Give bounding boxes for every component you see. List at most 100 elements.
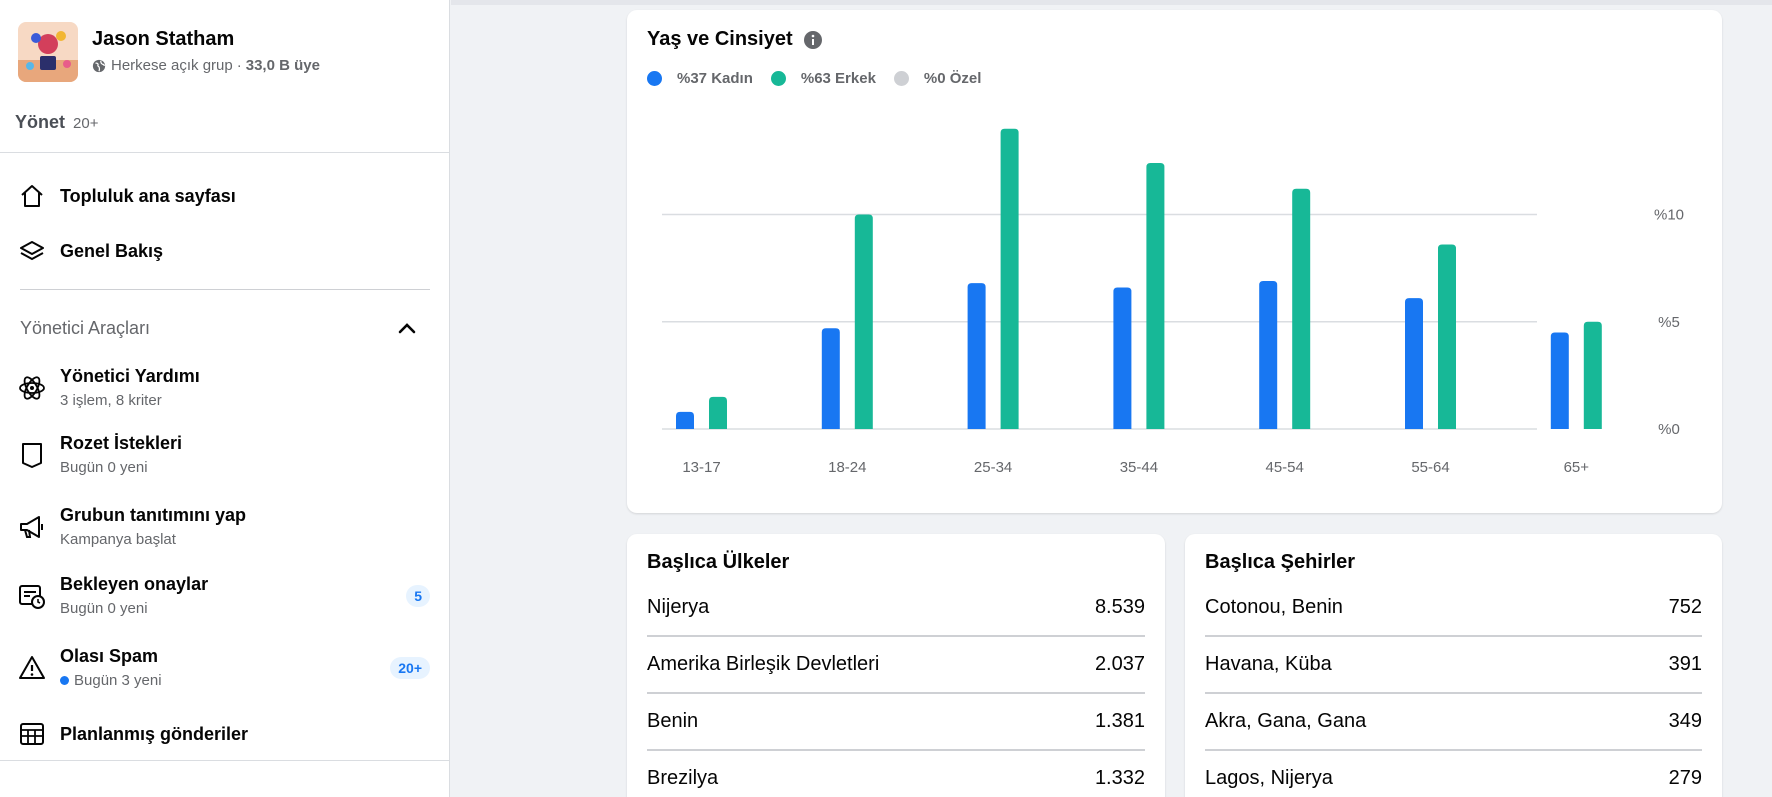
bar-kadın-35-44[interactable]	[1113, 287, 1132, 429]
group-avatar[interactable]	[18, 22, 78, 82]
admin-assist-label: Yönetici Yardımı	[60, 366, 200, 386]
nav-community-home-label: Topluluk ana sayfası	[60, 185, 236, 206]
top-countries-list: Nijerya 8.539 Amerika Birleşik Devletler…	[647, 580, 1145, 797]
list-item: Amerika Birleşik Devletleri 2.037	[647, 637, 1145, 694]
pending-clock-icon	[18, 582, 46, 610]
list-item: Havana, Küba 391	[1205, 637, 1702, 694]
city-value: 279	[1668, 767, 1702, 789]
x-tick-label: 13-17	[682, 459, 720, 476]
top-countries-card: Başlıca Ülkeler Nijerya 8.539 Amerika Bi…	[627, 534, 1165, 797]
bar-erkek-25-34[interactable]	[1000, 128, 1019, 430]
list-item: Akra, Gana, Gana 349	[1205, 694, 1702, 751]
member-count: 33,0 B üye	[245, 57, 320, 74]
x-tick-label: 35-44	[1120, 459, 1158, 476]
divider	[20, 289, 430, 290]
pending-approvals-label: Bekleyen onaylar	[60, 574, 209, 594]
spam-count-badge: 20+	[390, 656, 430, 679]
x-tick-label: 55-64	[1411, 459, 1449, 476]
nav-overview[interactable]: Genel Bakış	[18, 237, 430, 265]
legend-dot	[893, 71, 909, 86]
list-item: Brezilya 1.332	[647, 751, 1145, 797]
pending-approvals-item[interactable]: Bekleyen onaylar Bugün 0 yeni 5	[18, 574, 430, 617]
nav-community-home[interactable]: Topluluk ana sayfası	[18, 182, 430, 210]
manage-header: Yönet 20+	[0, 82, 449, 133]
top-cities-list: Cotonou, Benin 752 Havana, Küba 391 Akra…	[1205, 580, 1702, 797]
bar-erkek-55-64[interactable]	[1438, 244, 1456, 429]
pending-count-badge: 5	[406, 584, 430, 607]
bar-erkek-13-17[interactable]	[709, 396, 727, 429]
promote-group-label: Grubun tanıtımını yap	[60, 505, 247, 525]
info-separator: ·	[236, 57, 242, 74]
megaphone-icon	[18, 513, 46, 541]
pending-approvals-sub: Bugün 0 yeni	[60, 600, 148, 617]
sidebar-footer	[0, 760, 449, 797]
scheduled-posts-label: Planlanmış gönderiler	[60, 723, 249, 744]
x-tick-label: 65+	[1564, 459, 1590, 476]
bar-erkek-45-54[interactable]	[1292, 188, 1311, 429]
city-name: Havana, Küba	[1205, 653, 1332, 675]
top-cities-title: Başlıca Şehirler	[1205, 551, 1356, 573]
legend-male-label: %63 Erkek	[800, 70, 876, 87]
possible-spam-label: Olası Spam	[60, 646, 159, 666]
possible-spam-sub: Bugün 3 yeni	[60, 672, 162, 689]
group-header[interactable]: Jason Statham Herkese açık grup · 33,0 B…	[0, 0, 449, 82]
group-name[interactable]: Jason Statham	[92, 28, 235, 50]
bar-erkek-65+[interactable]	[1583, 321, 1602, 429]
bar-kadın-65+[interactable]	[1550, 332, 1569, 429]
chart-legend: %37 Kadın %63 Erkek %0 Özel	[647, 70, 999, 87]
country-value: 1.381	[1094, 710, 1145, 732]
bar-erkek-18-24[interactable]	[854, 214, 873, 429]
y-tick-label: %0	[1658, 421, 1680, 438]
scheduled-posts-item[interactable]: Planlanmış gönderiler	[18, 720, 430, 748]
bar-erkek-35-44[interactable]	[1146, 163, 1165, 429]
badge-requests-item[interactable]: Rozet İstekleri Bugün 0 yeni	[18, 433, 430, 476]
top-edge	[451, 0, 1772, 5]
x-tick-label: 18-24	[828, 459, 866, 476]
bar-kadın-18-24[interactable]	[821, 328, 840, 429]
list-item: Cotonou, Benin 752	[1205, 580, 1702, 637]
bar-kadın-45-54[interactable]	[1259, 281, 1278, 429]
nav-overview-label: Genel Bakış	[60, 240, 164, 261]
country-name: Benin	[647, 710, 699, 732]
bar-kadın-25-34[interactable]	[967, 283, 986, 429]
bar-kadın-55-64[interactable]	[1405, 298, 1423, 429]
age-gender-card: Yaş ve Cinsiyet %37 Kadın %63 Erkek %0 Ö…	[627, 10, 1722, 513]
chevron-up-icon[interactable]	[396, 318, 418, 340]
y-tick-label: %5	[1658, 314, 1680, 331]
admin-assist-item[interactable]: Yönetici Yardımı 3 işlem, 8 kriter	[18, 366, 430, 409]
top-cities-card: Başlıca Şehirler Cotonou, Benin 752 Hava…	[1185, 534, 1722, 797]
globe-icon	[92, 59, 106, 72]
badge-shield-icon	[18, 441, 46, 469]
chart-title-text: Yaş ve Cinsiyet	[647, 28, 793, 50]
layers-icon	[18, 237, 46, 265]
home-icon	[18, 182, 46, 210]
info-icon[interactable]	[803, 30, 823, 50]
city-name: Akra, Gana, Gana	[1205, 710, 1367, 732]
city-name: Lagos, Nijerya	[1205, 767, 1333, 789]
calendar-grid-icon	[18, 720, 46, 748]
country-value: 1.332	[1094, 767, 1145, 789]
new-indicator-dot	[60, 676, 69, 685]
left-sidebar: Jason Statham Herkese açık grup · 33,0 B…	[0, 0, 450, 797]
atom-icon	[18, 374, 46, 402]
group-privacy: Herkese açık grup	[111, 57, 233, 74]
country-value: 8.539	[1094, 596, 1145, 618]
legend-male[interactable]: %63 Erkek	[770, 70, 876, 87]
legend-private[interactable]: %0 Özel	[893, 70, 982, 87]
bar-kadın-13-17[interactable]	[676, 411, 694, 429]
warning-icon	[18, 654, 46, 682]
list-item: Nijerya 8.539	[647, 580, 1145, 637]
list-item: Benin 1.381	[647, 694, 1145, 751]
legend-private-label: %0 Özel	[923, 70, 982, 87]
legend-female-label: %37 Kadın	[677, 70, 753, 87]
x-tick-label: 45-54	[1266, 459, 1304, 476]
promote-group-item[interactable]: Grubun tanıtımını yap Kampanya başlat	[18, 505, 430, 548]
possible-spam-item[interactable]: Olası Spam Bugün 3 yeni 20+	[18, 646, 430, 689]
top-countries-title: Başlıca Ülkeler	[647, 551, 790, 573]
legend-female[interactable]: %37 Kadın	[647, 70, 753, 87]
divider	[0, 152, 449, 153]
group-info: Herkese açık grup · 33,0 B üye	[92, 57, 320, 74]
x-tick-label: 25-34	[974, 459, 1012, 476]
city-value: 349	[1668, 710, 1702, 732]
city-name: Cotonou, Benin	[1205, 596, 1343, 618]
